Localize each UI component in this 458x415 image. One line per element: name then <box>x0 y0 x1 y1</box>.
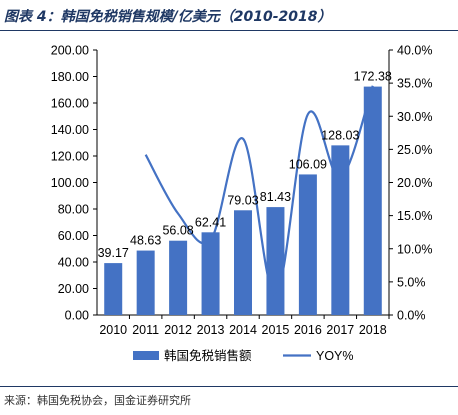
legend-bar-swatch <box>133 351 159 360</box>
bar-2014 <box>234 210 252 315</box>
title-divider <box>0 30 458 31</box>
bar-value-label-2011: 48.63 <box>130 234 161 248</box>
bar-series <box>104 86 382 315</box>
x-tick-label: 2011 <box>132 323 159 337</box>
y-right-tick-label: 20.0% <box>397 176 432 190</box>
legend-bar-label: 韩国免税销售额 <box>164 348 252 363</box>
y-right-tick-label: 15.0% <box>397 209 432 223</box>
bar-value-label-2010: 39.17 <box>98 246 129 260</box>
y-right-tick-label: 5.0% <box>397 275 426 289</box>
line-series <box>144 85 374 297</box>
bar-2011 <box>136 250 155 315</box>
y-left-tick-label: 120.00 <box>51 150 89 164</box>
bar-2012 <box>169 240 188 315</box>
x-tick-label: 2014 <box>229 323 257 337</box>
chart-legend: 韩国免税销售额 YOY% <box>133 348 354 363</box>
y-right-tick-label: 35.0% <box>397 77 432 91</box>
y-left-tick-label: 40.00 <box>58 256 89 270</box>
bar-2016 <box>298 174 317 315</box>
figure-title: 图表 4：韩国免税销售规模/亿美元（2010-2018） <box>4 9 332 25</box>
bar-value-label-2018: 172.38 <box>354 70 392 84</box>
y-left-tick-label: 100.00 <box>51 176 89 190</box>
bar-value-label-2014: 79.03 <box>227 193 258 207</box>
x-tick-label: 2012 <box>164 323 192 337</box>
y-left-tick-label: 0.00 <box>65 309 89 323</box>
y-right-tick-label: 0.0% <box>397 309 426 323</box>
source-divider <box>0 386 458 387</box>
y-right-tick-label: 10.0% <box>397 242 432 256</box>
x-tick-label: 2010 <box>99 323 127 337</box>
bar-value-label-2013: 62.41 <box>195 215 226 229</box>
bar-value-label-2016: 106.09 <box>289 157 327 171</box>
y-left-tick-label: 180.00 <box>51 70 89 84</box>
bar-2013 <box>201 232 220 315</box>
y-left-tick-label: 140.00 <box>51 123 89 137</box>
bar-2018 <box>363 86 382 315</box>
y-left-tick-label: 200.00 <box>51 44 89 58</box>
bar-value-label-2012: 56.08 <box>162 224 193 238</box>
y-right-tick-label: 30.0% <box>397 110 432 124</box>
bar-value-label-2015: 81.43 <box>260 190 291 204</box>
sales-chart: 0.00 20.00 40.00 60.00 80.00 100.00 120.00 140.… <box>51 44 433 364</box>
x-tick-label: 2015 <box>262 323 290 337</box>
x-tick-label: 2016 <box>294 323 322 337</box>
bar-2010 <box>104 263 123 315</box>
yoy-line <box>144 85 374 297</box>
chart-axes: 0.00 20.00 40.00 60.00 80.00 100.00 120.00 140.… <box>51 44 433 338</box>
x-tick-label: 2013 <box>197 323 225 337</box>
x-tick-label: 2018 <box>359 323 387 337</box>
legend-line-label: YOY% <box>316 349 354 363</box>
y-right-tick-label: 25.0% <box>397 143 432 157</box>
y-left-tick-label: 80.00 <box>58 203 89 217</box>
bar-value-label-2017: 128.03 <box>321 128 359 142</box>
y-right-tick-label: 40.0% <box>397 44 432 58</box>
y-left-tick-label: 20.00 <box>58 282 89 296</box>
source-note: 来源：韩国免税协会，国金证券研究所 <box>4 394 191 407</box>
y-left-tick-label: 60.00 <box>58 229 89 243</box>
y-left-tick-label: 160.00 <box>51 97 89 111</box>
x-tick-label: 2017 <box>326 323 354 337</box>
bar-2017 <box>331 145 350 315</box>
bar-2015 <box>266 207 285 315</box>
